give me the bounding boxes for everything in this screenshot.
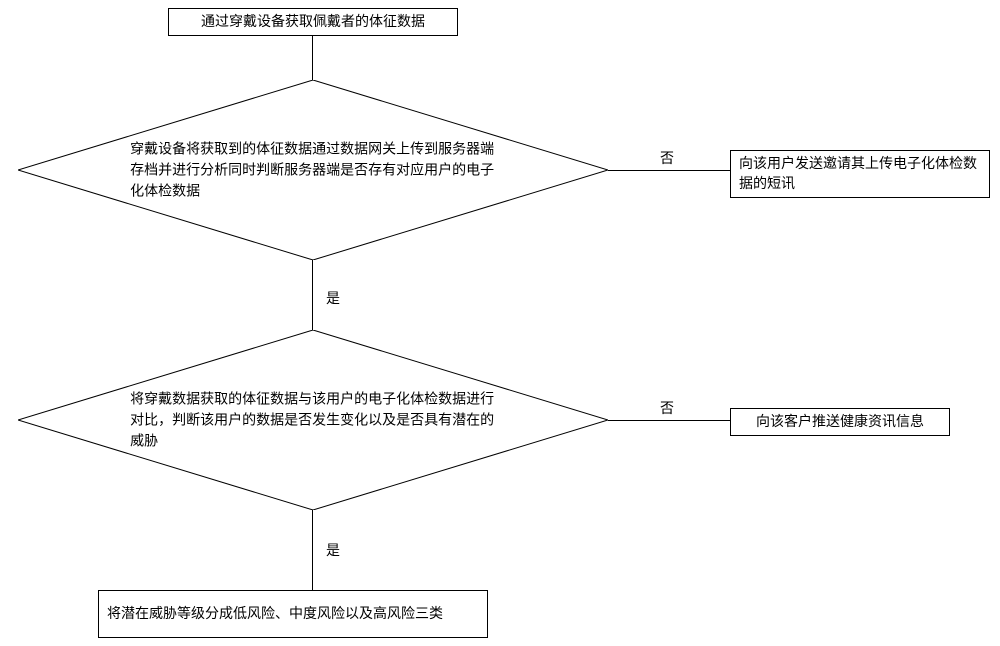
edge-n4-n6 bbox=[312, 510, 313, 590]
flowchart-node-risk-classify: 将潜在威胁等级分成低风险、中度风险以及高风险三类 bbox=[98, 590, 488, 638]
edge-label-yes-1: 是 bbox=[326, 288, 340, 308]
flowchart-node-invite-sms: 向该用户发送邀请其上传电子化体检数据的短讯 bbox=[730, 150, 990, 198]
edge-label-no-1: 否 bbox=[660, 148, 674, 168]
flowchart-node-start: 通过穿戴设备获取佩戴者的体征数据 bbox=[168, 8, 458, 36]
decision-text: 将穿戴数据获取的体征数据与该用户的电子化体检数据进行对比，判断该用户的数据是否发… bbox=[130, 389, 496, 452]
edge-n2-n3 bbox=[608, 170, 730, 171]
node-text: 将潜在威胁等级分成低风险、中度风险以及高风险三类 bbox=[107, 604, 443, 624]
node-text: 通过穿戴设备获取佩戴者的体征数据 bbox=[201, 12, 425, 32]
flowchart-decision-1: 穿戴设备将获取到的体征数据通过数据网关上传到服务器端存档并进行分析同时判断服务器… bbox=[18, 80, 608, 260]
edge-label-no-2: 否 bbox=[660, 398, 674, 418]
flowchart-decision-2: 将穿戴数据获取的体征数据与该用户的电子化体检数据进行对比，判断该用户的数据是否发… bbox=[18, 330, 608, 510]
flowchart-node-push-health: 向该客户推送健康资讯信息 bbox=[730, 408, 950, 436]
edge-n1-n2 bbox=[312, 36, 313, 80]
node-text: 向该客户推送健康资讯信息 bbox=[756, 412, 924, 432]
node-text: 向该用户发送邀请其上传电子化体检数据的短讯 bbox=[739, 154, 981, 193]
decision-text: 穿戴设备将获取到的体征数据通过数据网关上传到服务器端存档并进行分析同时判断服务器… bbox=[130, 139, 496, 202]
edge-n2-n4 bbox=[312, 260, 313, 330]
edge-label-yes-2: 是 bbox=[326, 540, 340, 560]
edge-n4-n5 bbox=[608, 420, 730, 421]
